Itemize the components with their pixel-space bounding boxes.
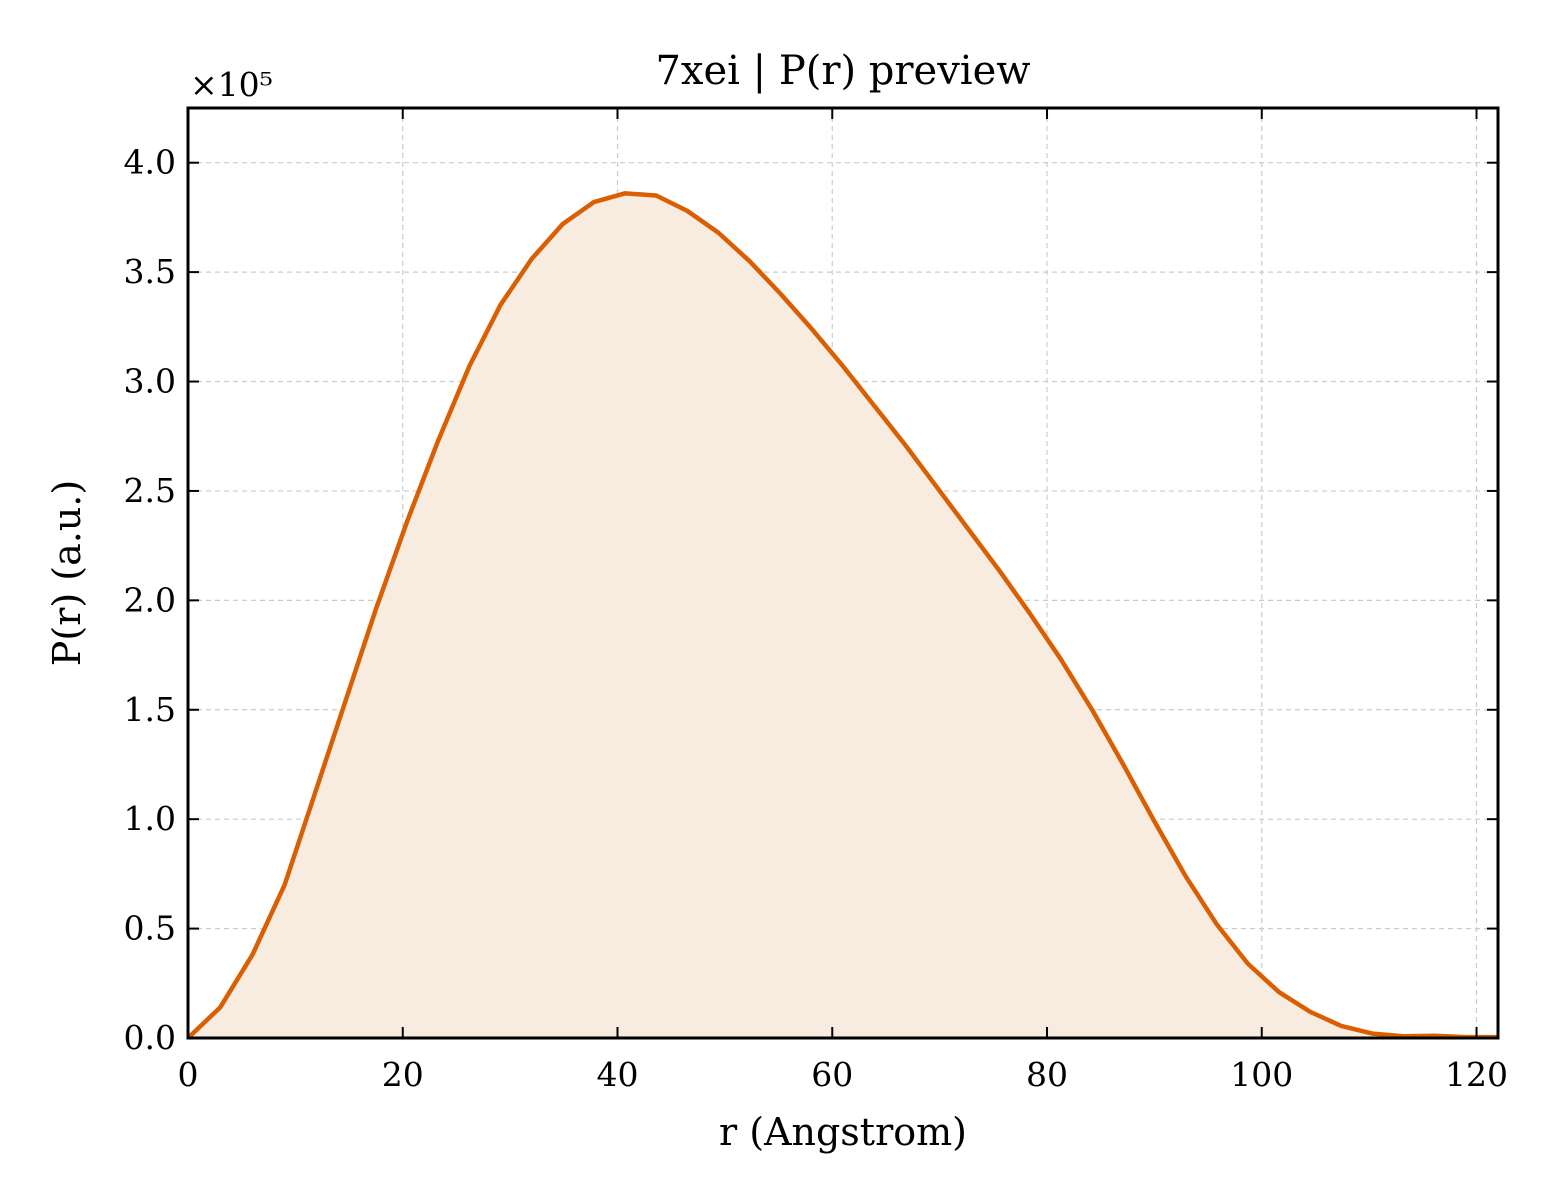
x-axis-label: r (Angstrom)	[719, 1110, 967, 1154]
y-tick-label: 3.0	[124, 362, 176, 401]
y-tick-label: 0.5	[124, 909, 176, 948]
pr-curve-line	[186, 191, 1498, 1040]
y-tick-label: 1.5	[124, 690, 176, 729]
chart-title: 7xei | P(r) preview	[655, 48, 1030, 94]
pr-area-fill	[188, 193, 1498, 1039]
y-tick-label: 2.0	[124, 580, 176, 619]
x-tick-label: 120	[1445, 1055, 1508, 1094]
plot-frame	[186, 106, 1500, 1040]
tick-layer: 0 20 40 60 80 100 120 0.0 0.5 1.0 1.5 2.0 2.5 3.0 3.5 4…	[124, 108, 1508, 1094]
y-tick-label: 0.0	[124, 1018, 176, 1057]
x-tick-label: 20	[382, 1055, 424, 1094]
y-tick-label: 1.0	[124, 799, 176, 838]
frame-layer	[186, 106, 1500, 1040]
y-axis-label: P(r) (a.u.)	[45, 480, 89, 666]
x-tick-label: 0	[178, 1055, 199, 1094]
y-tick-label: 2.5	[124, 471, 176, 510]
x-tick-label: 100	[1230, 1055, 1293, 1094]
x-tick-label: 60	[811, 1055, 853, 1094]
x-tick-label: 80	[1026, 1055, 1068, 1094]
y-multiplier-label: ×10⁵	[190, 65, 273, 104]
area-layer	[186, 191, 1498, 1040]
x-tick-label: 40	[597, 1055, 639, 1094]
y-tick-label: 4.0	[124, 143, 176, 182]
y-tick-label: 3.5	[124, 252, 176, 291]
